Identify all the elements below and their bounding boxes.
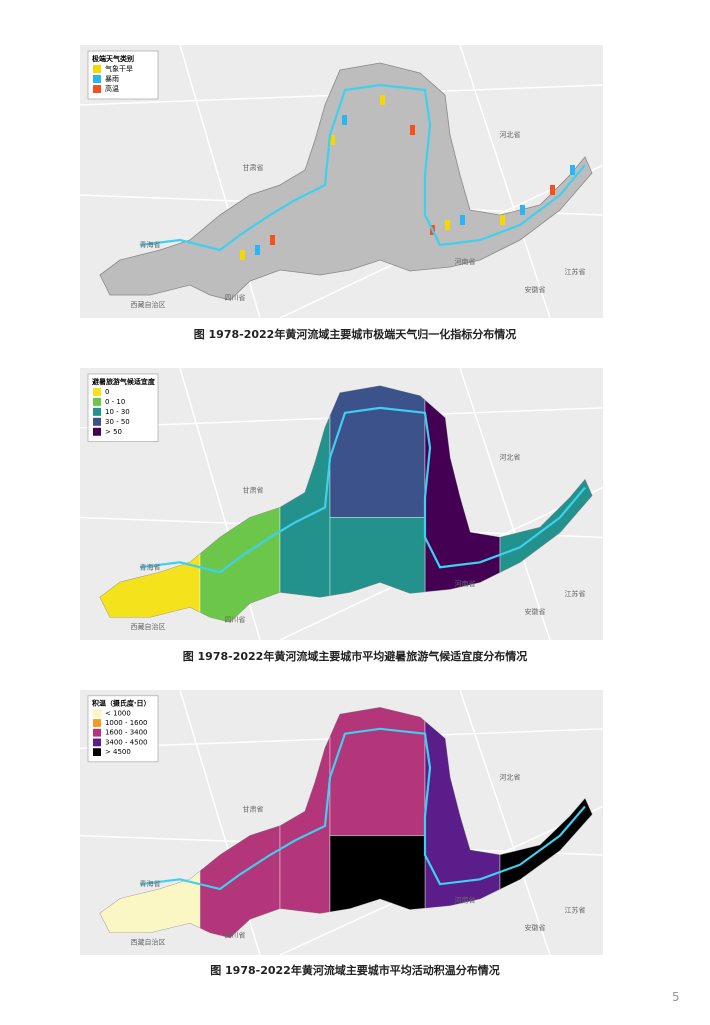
place-label: 江苏省 (565, 267, 586, 276)
place-label: 四川省 (225, 931, 246, 940)
place-label: 青海省 (140, 240, 161, 249)
legend-swatch (93, 65, 101, 73)
caption: 图 1978-2022年黄河流域主要城市平均活动积温分布情况 (210, 964, 500, 977)
legend-label: 高温 (105, 84, 119, 93)
place-label: 甘肃省 (243, 804, 264, 813)
legend-swatch (93, 728, 101, 737)
legend-swatch (93, 427, 101, 436)
place-label: 江苏省 (565, 589, 586, 598)
boundary (459, 45, 551, 318)
legend-label: 1600 - 3400 (105, 729, 147, 737)
river (139, 83, 586, 252)
place-label: 河北省 (500, 772, 521, 781)
legend-swatch (93, 85, 101, 93)
city-marker (550, 185, 555, 195)
place-label: 河北省 (500, 130, 521, 139)
legend-swatch (93, 738, 101, 747)
place-label: 西藏自治区 (131, 300, 166, 309)
legend-label: 3400 - 4500 (105, 738, 147, 746)
city-marker (380, 95, 385, 105)
legend-label: > 50 (105, 428, 122, 436)
place-label: 安徽省 (525, 285, 546, 294)
legend-swatch (93, 75, 101, 83)
city-marker (330, 135, 335, 145)
legend-title: 积温（摄氏度·日） (92, 699, 150, 708)
legend-label: > 4500 (105, 748, 131, 756)
river (139, 727, 586, 891)
legend-label: 30 - 50 (105, 418, 130, 426)
legend-swatch (93, 417, 101, 426)
legend-swatch (93, 397, 101, 406)
legend-label: 0 - 10 (105, 398, 125, 406)
legend-title: 极端天气类别 (92, 54, 134, 63)
legend-swatch (93, 719, 101, 727)
legend-swatch (93, 407, 101, 416)
place-label: 四川省 (225, 615, 246, 624)
page-number: 5 (672, 990, 680, 1004)
caption: 图 1978-2022年黄河流域主要城市极端天气归一化指标分布情况 (193, 328, 517, 341)
city-marker (520, 205, 525, 215)
place-label: 河南省 (455, 257, 476, 266)
boundary (459, 690, 551, 955)
place-label: 青海省 (140, 562, 161, 571)
legend-label: 1000 - 1600 (105, 719, 147, 727)
city-marker (342, 115, 347, 125)
place-label: 河南省 (455, 896, 476, 905)
city-marker (410, 125, 415, 135)
place-label: 西藏自治区 (131, 622, 166, 631)
legend-label: 暴雨 (105, 75, 119, 83)
city-marker (445, 220, 450, 230)
city-marker (570, 165, 575, 175)
place-label: 江苏省 (565, 905, 586, 914)
legend-label: 10 - 30 (105, 408, 130, 416)
legend-title: 避暑旅游气候适宜度 (92, 377, 156, 386)
city-marker (240, 250, 245, 260)
city-marker (460, 215, 465, 225)
legend-label: < 1000 (105, 709, 131, 717)
city-marker (255, 245, 260, 255)
place-label: 河北省 (500, 453, 521, 462)
city-marker (270, 235, 275, 245)
place-label: 甘肃省 (243, 163, 264, 172)
legend-swatch (93, 387, 101, 396)
place-label: 安徽省 (525, 607, 546, 616)
legend-label: 0 (105, 388, 109, 396)
legend-swatch (93, 748, 101, 757)
place-label: 四川省 (225, 293, 246, 302)
place-label: 西藏自治区 (131, 937, 166, 946)
place-label: 甘肃省 (243, 486, 264, 495)
boundary (459, 368, 551, 640)
place-label: 青海省 (140, 879, 161, 888)
place-label: 安徽省 (525, 923, 546, 932)
city-marker (500, 215, 505, 225)
place-label: 河南省 (455, 579, 476, 588)
caption: 图 1978-2022年黄河流域主要城市平均避暑旅游气候适宜度分布情况 (182, 650, 528, 663)
river (139, 406, 586, 574)
legend-label: 气象干旱 (105, 64, 133, 73)
legend-swatch (93, 709, 101, 718)
